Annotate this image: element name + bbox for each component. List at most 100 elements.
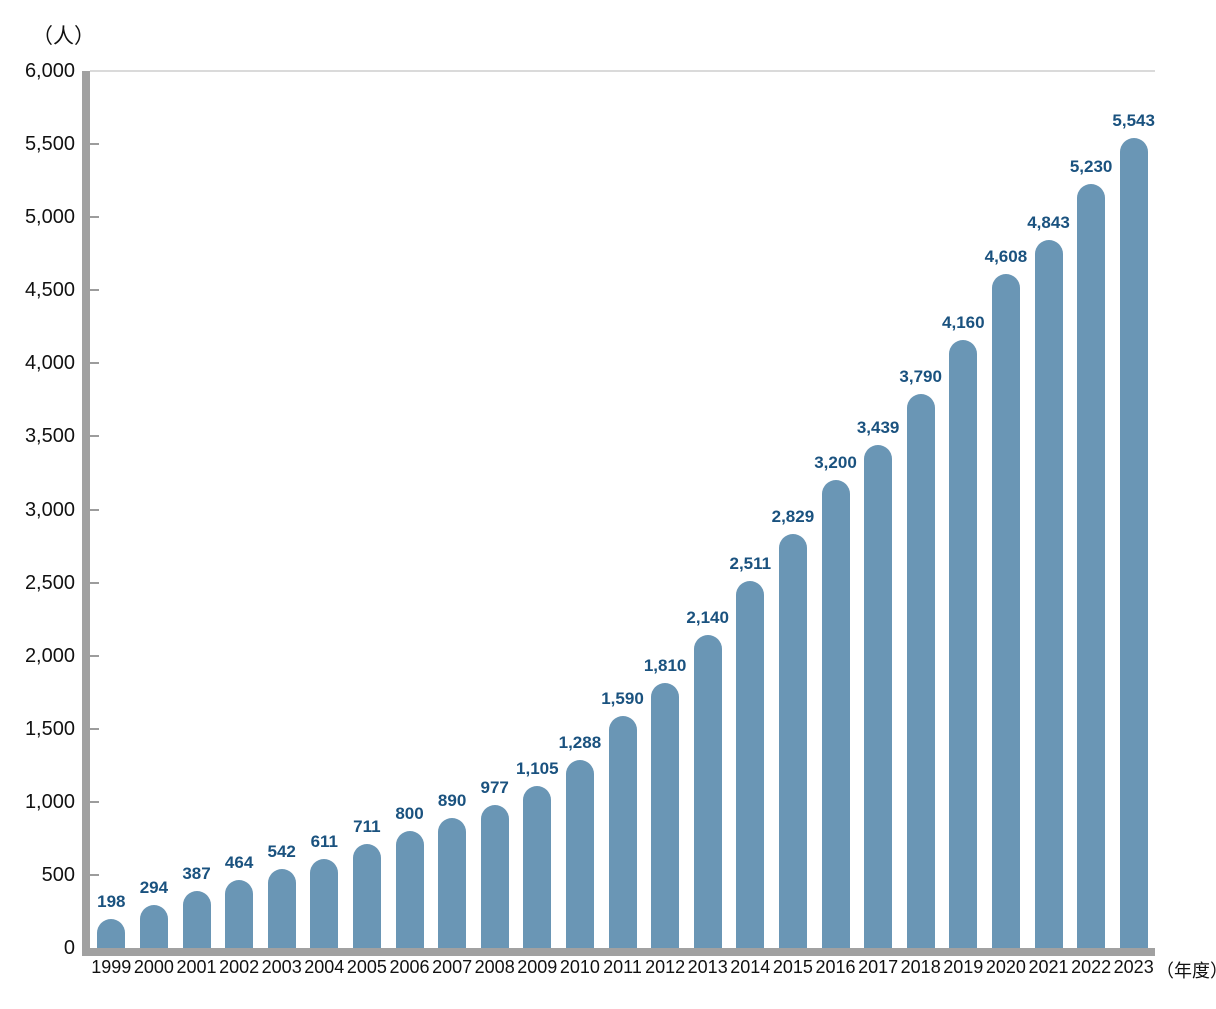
bar-value-label: 4,608 [984,247,1028,267]
bar-value-label: 977 [480,778,509,798]
top-gridline [90,70,1155,72]
bar [139,905,168,948]
x-tick-label: 2005 [346,957,387,977]
x-tick-label: 2021 [1028,957,1069,977]
y-tick-mark [90,435,99,438]
y-tick-label: 4,000 [24,352,75,375]
bar [438,817,467,948]
bar [565,759,594,948]
bar [651,683,680,948]
y-tick-label: 1,500 [24,717,75,740]
y-tick-mark [90,654,99,657]
bar-value-label: 3,200 [814,453,857,473]
y-tick-mark [90,289,99,292]
x-axis-unit-label: （年度） [1156,961,1216,981]
bar-value-label: 4,843 [1027,213,1070,233]
bar-value-label: 3,790 [899,367,942,387]
bar [352,844,381,948]
bar [97,919,126,948]
x-tick-label: 2008 [474,957,515,977]
y-tick-mark [90,800,99,803]
x-tick-label: 2016 [815,957,856,977]
x-tick-label: 2017 [858,957,899,977]
x-axis-line [82,948,1155,956]
x-tick-label: 2023 [1113,957,1154,977]
x-tick-label: 2019 [943,957,984,977]
y-tick-label: 6,000 [24,60,75,82]
bar-value-label: 3,439 [856,418,900,438]
y-tick-label: 5,500 [24,133,75,156]
bar [864,445,893,948]
y-tick-mark [90,727,99,730]
bar-value-label: 1,288 [558,732,602,752]
x-tick-label: 2011 [603,957,642,977]
y-tick-label: 3,500 [24,425,75,448]
bar [949,339,978,948]
bar-value-label: 5,230 [1069,156,1113,176]
bar [480,805,509,948]
bar-value-label: 4,160 [942,312,985,332]
x-tick-label: 2018 [900,957,941,977]
y-tick-mark [90,216,99,219]
x-tick-label: 2010 [559,957,600,977]
bar-value-label: 711 [353,817,381,837]
x-tick-label: 2003 [261,957,302,977]
bar-value-label: 1,810 [643,656,687,676]
y-tick-mark [90,581,99,584]
bar-value-label: 198 [97,892,126,912]
x-tick-label: 2002 [219,957,260,977]
y-axis-unit-label: （人） [32,25,95,48]
bar [182,891,211,948]
y-tick-label: 0 [63,937,75,959]
bar-value-label: 800 [395,804,424,824]
bar [778,534,807,948]
bar-value-label: 2,511 [729,553,772,573]
bar [225,880,254,948]
x-tick-label: 2014 [730,957,771,977]
x-tick-label: 2000 [133,957,174,977]
bar [736,580,765,948]
bar [523,786,552,948]
bar [267,868,296,948]
x-tick-label: 2022 [1071,957,1112,977]
bar-value-label: 294 [139,878,169,898]
y-tick-label: 4,500 [24,279,75,302]
y-tick-label: 5,000 [24,206,75,229]
bar-value-label: 2,140 [686,608,729,628]
y-tick-label: 2,000 [24,644,75,667]
x-tick-label: 2013 [687,957,728,977]
bar-value-label: 1,590 [601,688,644,708]
y-tick-mark [90,143,99,146]
bar [821,480,850,948]
bar-value-label: 464 [224,853,254,873]
x-tick-label: 2004 [304,957,345,977]
bar [608,715,637,948]
bar-value-label: 542 [267,841,296,861]
y-tick-label: 3,000 [24,498,75,521]
bar [1034,240,1063,948]
x-tick-label: 2012 [645,957,686,977]
x-tick-label: 2020 [985,957,1026,977]
x-tick-label: 1999 [91,957,132,977]
bar [906,394,935,948]
bar [1119,137,1148,948]
y-tick-mark [90,362,99,365]
x-tick-label: 2006 [389,957,430,977]
bar [1077,183,1106,948]
y-axis-line [82,71,90,956]
x-tick-label: 2009 [517,957,558,977]
bar-value-label: 387 [182,864,211,884]
bar-value-label: 2,829 [771,507,815,527]
y-tick-label: 500 [41,863,75,886]
y-tick-mark [90,873,99,876]
bar-value-label: 890 [437,790,467,810]
bar [310,858,339,948]
x-tick-label: 2007 [432,957,473,977]
y-tick-label: 2,500 [24,571,75,594]
bar-value-label: 1,105 [516,759,559,779]
bar-value-label: 5,543 [1112,110,1155,130]
bar-value-label: 611 [310,831,339,851]
bar [395,831,424,948]
bar [991,274,1020,948]
